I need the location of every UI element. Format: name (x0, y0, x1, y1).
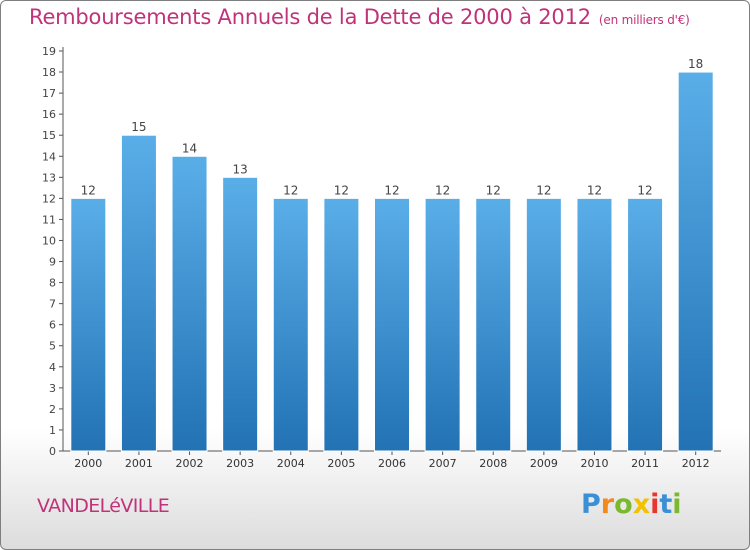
proxiti-logo: Proxiti (581, 489, 682, 520)
logo-letter: t (659, 489, 673, 520)
x-tick-label: 2009 (530, 457, 558, 470)
logo-letter: i (650, 489, 660, 520)
data-labels: 12 15 14 13 12 12 12 12 12 12 12 12 18 (81, 57, 704, 197)
data-label: 15 (131, 120, 146, 134)
x-tick-label: 2000 (74, 457, 102, 470)
x-tick-label: 2011 (631, 457, 659, 470)
logo-letter: r (600, 489, 615, 520)
chart-title-text: Remboursements Annuels de la Dette de 20… (29, 5, 591, 29)
y-tick-label: 7 (49, 298, 56, 311)
data-label: 12 (81, 183, 96, 197)
y-tick-label: 17 (42, 87, 56, 100)
data-label: 13 (233, 162, 248, 176)
bar (627, 197, 664, 452)
y-tick-label: 18 (42, 66, 56, 79)
y-tick-label: 6 (49, 319, 56, 332)
y-tick-label: 9 (49, 256, 56, 269)
chart-unit: (en milliers d'€) (598, 13, 690, 27)
data-label: 12 (486, 183, 501, 197)
bar (120, 134, 157, 452)
chart-title: Remboursements Annuels de la Dette de 20… (29, 5, 690, 29)
bar (424, 197, 461, 452)
bar (70, 197, 107, 452)
data-label: 12 (334, 183, 349, 197)
bar (475, 197, 512, 452)
x-tick-label: 2002 (176, 457, 204, 470)
x-tick-label: 2007 (429, 457, 457, 470)
bar (374, 197, 410, 452)
data-label: 12 (384, 183, 399, 197)
x-tick-label: 2005 (327, 457, 355, 470)
y-tick-label: 19 (42, 45, 56, 58)
data-label: 12 (637, 183, 652, 197)
bar (272, 197, 309, 452)
bars (70, 71, 714, 452)
bar (576, 197, 613, 452)
y-tick-label: 14 (42, 150, 56, 163)
logo-letter: o (614, 489, 633, 520)
x-tick-label: 2010 (580, 457, 608, 470)
y-tick-label: 15 (42, 129, 56, 142)
x-tick-label: 2003 (226, 457, 254, 470)
x-tick-label: 2012 (682, 457, 710, 470)
data-label: 12 (435, 183, 450, 197)
x-tick-label: 2008 (479, 457, 507, 470)
x-axis: 2000 2001 2002 2003 2004 2005 2006 2007 2008 2009… (63, 450, 721, 470)
y-tick-label: 11 (42, 213, 56, 226)
commune-name: VANDELéVILLE (37, 495, 170, 517)
bar (222, 176, 259, 452)
bar (323, 197, 360, 452)
y-tick-label: 10 (42, 234, 56, 247)
bar (171, 155, 208, 452)
bar (677, 71, 714, 452)
data-label: 12 (536, 183, 551, 197)
y-tick-label: 8 (49, 277, 56, 290)
y-tick-label: 16 (42, 108, 56, 121)
logo-letter: P (581, 489, 601, 520)
y-tick-label: 5 (49, 340, 56, 353)
bar (525, 197, 562, 452)
x-tick-label: 2004 (277, 457, 305, 470)
logo-letter: x (632, 489, 651, 520)
y-tick-label: 2 (49, 403, 56, 416)
data-label: 14 (182, 141, 197, 155)
y-tick-label: 13 (42, 171, 56, 184)
x-tick-label: 2006 (378, 457, 406, 470)
logo-letter: i (672, 489, 682, 520)
y-tick-label: 1 (49, 424, 56, 437)
y-tick-label: 12 (42, 192, 56, 205)
y-tick-label: 0 (49, 445, 56, 458)
data-label: 12 (283, 183, 298, 197)
y-tick-label: 4 (49, 361, 56, 374)
x-tick-label: 2001 (125, 457, 153, 470)
y-tick-label: 3 (49, 382, 56, 395)
data-label: 12 (587, 183, 602, 197)
data-label: 18 (688, 57, 703, 71)
